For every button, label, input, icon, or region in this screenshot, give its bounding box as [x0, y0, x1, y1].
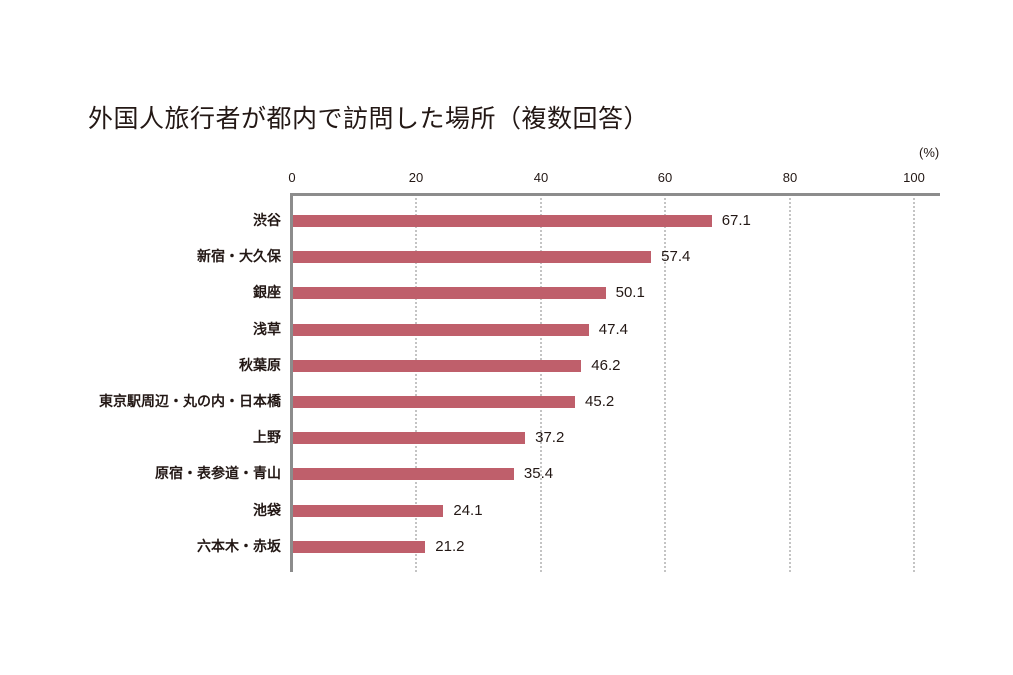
bar	[293, 504, 444, 517]
category-label: 銀座	[253, 285, 281, 302]
gridline	[540, 198, 542, 572]
tick-label: 0	[288, 170, 296, 185]
bar	[293, 287, 606, 300]
y-axis-line	[290, 193, 293, 572]
bar	[293, 396, 576, 408]
bar	[293, 215, 712, 227]
chart-title: 外国人旅行者が都内で訪問した場所（複数回答）	[88, 104, 650, 133]
x-axis-line	[290, 193, 940, 196]
gridline	[913, 198, 915, 572]
tick-label: 40	[533, 170, 549, 185]
category-label: 原宿・表参道・青山	[155, 466, 281, 483]
gridline	[415, 198, 417, 572]
category-label: 渋谷	[253, 213, 281, 229]
tick-label: 80	[782, 170, 798, 185]
category-label: 新宿・大久保	[197, 249, 281, 266]
gridline	[664, 198, 666, 572]
value-label: 37.2	[535, 429, 565, 447]
tick-label: 20	[408, 170, 424, 185]
bar	[293, 468, 514, 481]
category-label: 東京駅周辺・丸の内・日本橋	[99, 394, 281, 410]
bar	[293, 359, 582, 372]
value-label: 46.2	[591, 356, 621, 374]
category-label: 六本木・赤坂	[197, 538, 281, 555]
value-label: 35.4	[523, 465, 554, 483]
bar	[293, 540, 426, 553]
value-label: 57.4	[661, 248, 691, 266]
unit-label: (%)	[919, 145, 940, 160]
bar	[293, 323, 589, 336]
value-label: 67.1	[721, 212, 751, 229]
value-label: 50.1	[615, 284, 645, 302]
category-label: 池袋	[253, 502, 281, 519]
category-label: 秋葉原	[239, 357, 281, 374]
tick-label: 100	[903, 170, 925, 185]
value-label: 45.2	[585, 393, 615, 410]
category-label: 浅草	[253, 321, 281, 338]
value-label: 21.2	[435, 537, 465, 555]
value-label: 24.1	[453, 501, 483, 519]
bar	[293, 251, 652, 264]
tick-label: 60	[657, 170, 673, 185]
bar	[293, 432, 526, 445]
value-label: 47.4	[598, 320, 628, 338]
gridline	[789, 198, 791, 572]
category-label: 上野	[253, 430, 281, 447]
